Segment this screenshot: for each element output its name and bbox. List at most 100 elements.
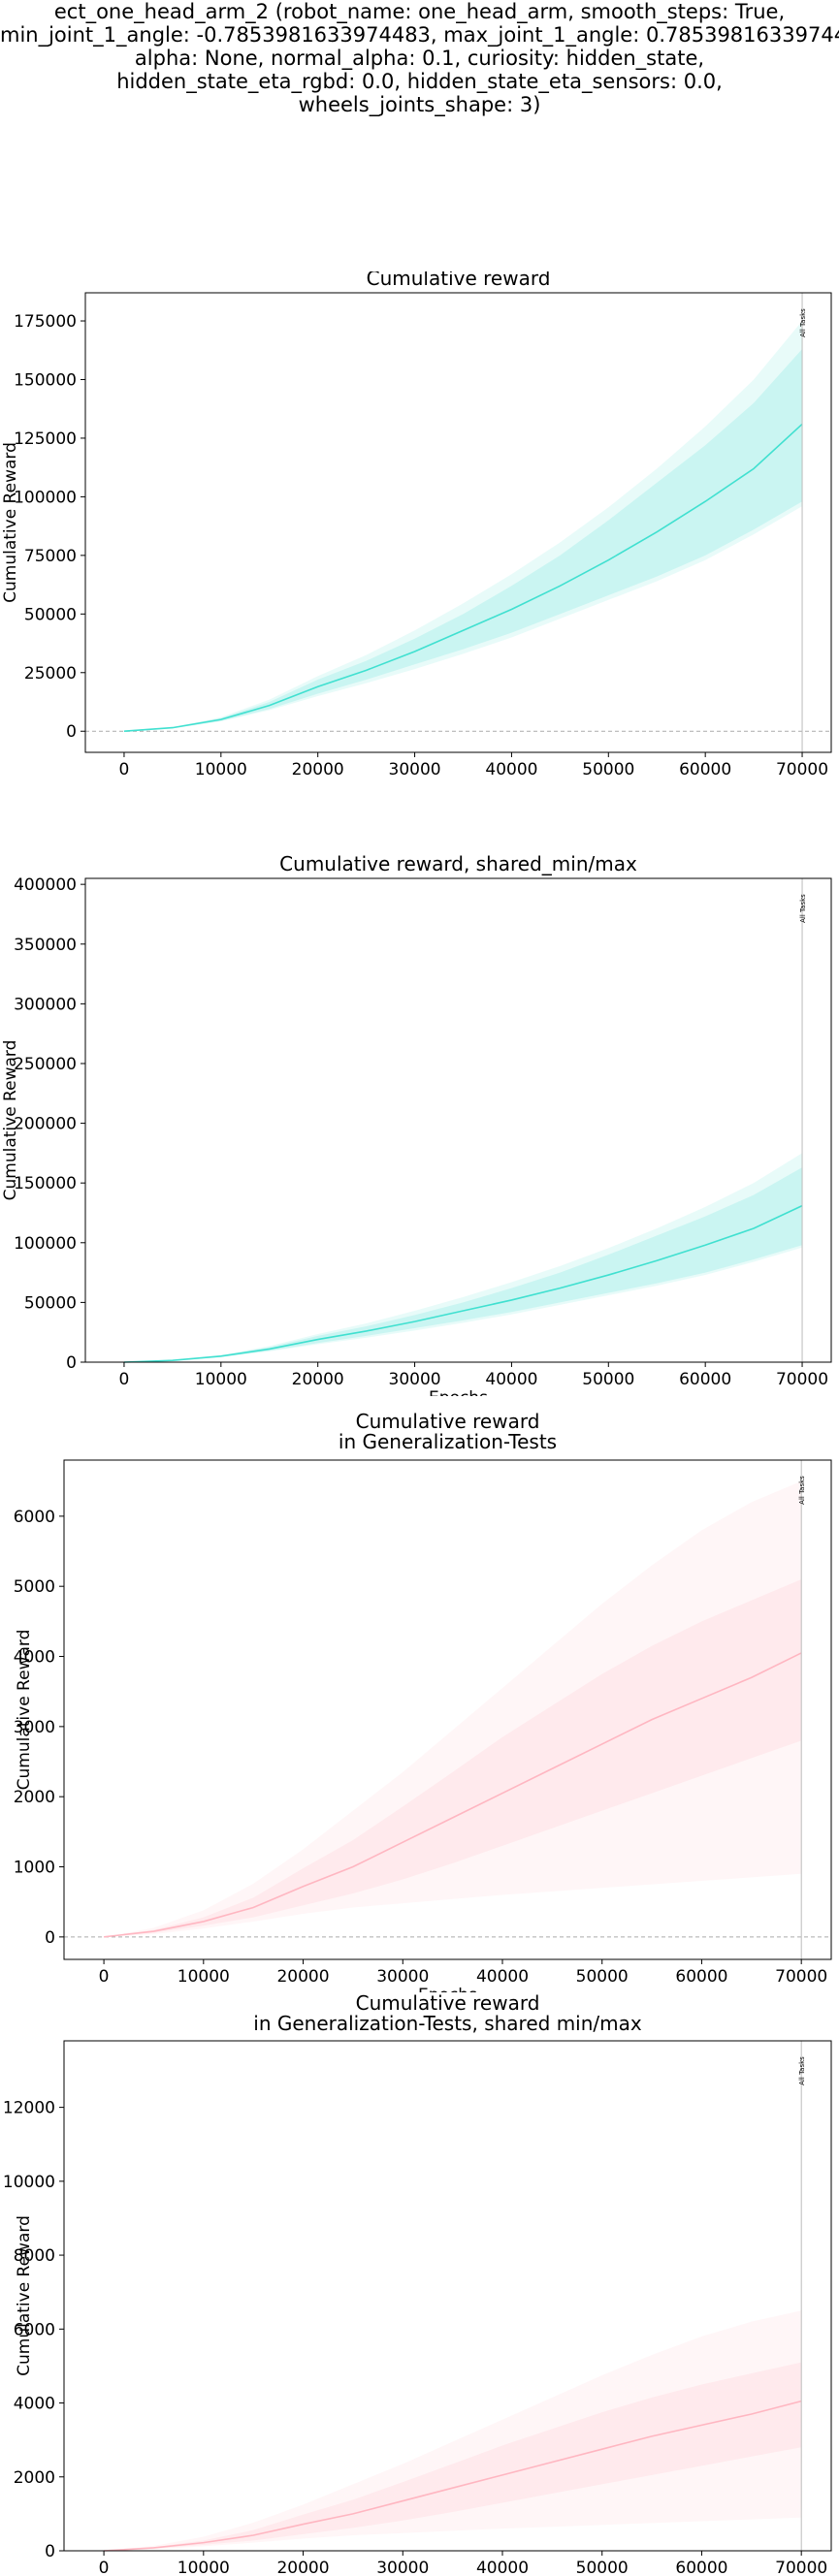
x-tick-label: 0 bbox=[99, 2559, 110, 2576]
y-tick-label: 100000 bbox=[14, 488, 77, 507]
x-tick-label: 50000 bbox=[582, 760, 634, 776]
mean-line bbox=[123, 423, 803, 733]
task-marker-label: All Tasks bbox=[799, 308, 807, 337]
figure-suptitle: ect_one_head_arm_2 (robot_name: one_head… bbox=[0, 0, 839, 116]
x-axis-label: Epochs bbox=[418, 1986, 477, 1992]
x-tick-label: 30000 bbox=[389, 760, 441, 776]
y-tick-label: 8000 bbox=[14, 2246, 55, 2266]
x-tick-label: 10000 bbox=[195, 1370, 247, 1389]
y-tick-label: 4000 bbox=[14, 2395, 55, 2414]
y-tick-label: 5000 bbox=[14, 1577, 55, 1597]
mean-line bbox=[104, 1652, 802, 1938]
plot-frame bbox=[84, 877, 832, 1363]
x-tick-label: 50000 bbox=[576, 2559, 629, 2576]
x-tick-label: 10000 bbox=[195, 760, 247, 776]
x-tick-label: 30000 bbox=[376, 1967, 429, 1987]
y-tick-label: 300000 bbox=[14, 995, 77, 1014]
y-tick-label: 75000 bbox=[24, 547, 77, 566]
y-tick-label: 0 bbox=[45, 1928, 55, 1948]
x-tick-label: 20000 bbox=[292, 760, 344, 776]
x-tick-label: 0 bbox=[119, 1370, 130, 1389]
x-tick-label: 30000 bbox=[376, 2559, 429, 2576]
y-tick-label: 3000 bbox=[14, 1718, 55, 1737]
std-band bbox=[104, 1578, 802, 1937]
y-tick-label: 0 bbox=[66, 722, 77, 742]
y-tick-label: 250000 bbox=[14, 1055, 77, 1074]
task-marker-label: All Tasks bbox=[799, 894, 807, 923]
y-tick-label: 150000 bbox=[14, 1174, 77, 1193]
x-tick-label: 70000 bbox=[775, 1967, 827, 1987]
y-axis-label: Cumulative Reward bbox=[15, 2215, 34, 2376]
x-tick-label: 20000 bbox=[292, 1370, 344, 1389]
chart-title: Cumulative reward bbox=[356, 1992, 540, 2015]
x-tick-label: 40000 bbox=[476, 2559, 529, 2576]
x-tick-label: 70000 bbox=[776, 760, 828, 776]
x-tick-label: 50000 bbox=[582, 1370, 634, 1389]
suptitle-line: wheels_joints_shape: 3) bbox=[298, 93, 541, 116]
mean-line bbox=[123, 1204, 803, 1363]
y-tick-label: 25000 bbox=[24, 664, 77, 684]
chart-title: Cumulative reward, shared_min/max bbox=[279, 853, 637, 875]
x-tick-label: 40000 bbox=[485, 1370, 537, 1389]
chart-cumulative-reward-shared: Cumulative reward, shared_min/max All Tas… bbox=[1, 853, 832, 1396]
chart-title: Cumulative reward bbox=[367, 271, 551, 290]
min-max-band bbox=[104, 1480, 802, 1937]
x-axis-label: Epochs bbox=[429, 1388, 488, 1396]
chart-title: in Generalization-Tests, shared min/max bbox=[253, 2012, 642, 2035]
y-tick-label: 12000 bbox=[3, 2099, 55, 2118]
y-tick-label: 2000 bbox=[14, 2468, 55, 2488]
task-marker-label: All Tasks bbox=[798, 1476, 806, 1505]
x-tick-label: 70000 bbox=[775, 2559, 827, 2576]
x-tick-label: 10000 bbox=[177, 2559, 230, 2576]
y-tick-label: 100000 bbox=[14, 1234, 77, 1254]
x-tick-label: 40000 bbox=[476, 1967, 529, 1987]
x-tick-label: 30000 bbox=[389, 1370, 441, 1389]
suptitle-line: ect_one_head_arm_2 (robot_name: one_head… bbox=[53, 0, 786, 23]
y-tick-label: 6000 bbox=[14, 1508, 55, 1527]
x-tick-label: 40000 bbox=[485, 760, 537, 776]
x-tick-label: 0 bbox=[99, 1967, 110, 1987]
y-tick-label: 2000 bbox=[14, 1788, 55, 1807]
plot-frame bbox=[63, 2040, 832, 2552]
y-tick-label: 1000 bbox=[14, 1859, 55, 1878]
std-band bbox=[104, 2362, 802, 2551]
x-tick-label: 0 bbox=[119, 760, 130, 776]
y-tick-label: 125000 bbox=[14, 429, 77, 449]
chart-title: Cumulative reward bbox=[356, 1411, 540, 1433]
suptitle-line: alpha: None, normal_alpha: 0.1, curiosit… bbox=[134, 47, 705, 70]
x-tick-label: 60000 bbox=[679, 1370, 731, 1389]
plot-frame bbox=[84, 292, 832, 753]
y-tick-label: 150000 bbox=[14, 370, 77, 390]
y-tick-label: 0 bbox=[66, 1353, 77, 1373]
x-tick-label: 20000 bbox=[276, 1967, 329, 1987]
y-tick-label: 50000 bbox=[24, 1293, 77, 1313]
y-tick-label: 10000 bbox=[3, 2173, 55, 2192]
std-band bbox=[123, 1167, 803, 1362]
y-tick-label: 175000 bbox=[14, 312, 77, 332]
chart-cumulative-reward: Cumulative reward All Tasks 0 10000 20000 300… bbox=[1, 271, 832, 776]
x-tick-label: 60000 bbox=[679, 760, 731, 776]
y-axis-label: Cumulative Reward bbox=[15, 1630, 34, 1791]
plot-frame bbox=[63, 1459, 832, 1960]
x-tick-label: 10000 bbox=[177, 1967, 230, 1987]
y-tick-label: 4000 bbox=[14, 1648, 55, 1668]
y-tick-label: 200000 bbox=[14, 1115, 77, 1134]
y-tick-label: 350000 bbox=[14, 936, 77, 955]
y-tick-label: 0 bbox=[45, 2542, 55, 2561]
suptitle-line: min_joint_1_angle: -0.7853981633974483, … bbox=[0, 23, 839, 47]
x-tick-label: 60000 bbox=[675, 1967, 727, 1987]
min-max-band bbox=[104, 2310, 802, 2551]
x-tick-label: 50000 bbox=[576, 1967, 629, 1987]
mean-line bbox=[104, 2400, 802, 2552]
y-axis-label: Cumulative Reward bbox=[1, 1040, 20, 1201]
y-tick-label: 6000 bbox=[14, 2320, 55, 2339]
suptitle-line: hidden_state_eta_rgbd: 0.0, hidden_state… bbox=[116, 70, 723, 93]
x-tick-label: 70000 bbox=[776, 1370, 828, 1389]
std-band bbox=[123, 349, 803, 732]
y-axis-label: Cumulative Reward bbox=[1, 442, 20, 603]
y-tick-label: 50000 bbox=[24, 605, 77, 624]
task-marker-label: All Tasks bbox=[798, 2056, 806, 2085]
chart-title: in Generalization-Tests bbox=[339, 1430, 557, 1453]
